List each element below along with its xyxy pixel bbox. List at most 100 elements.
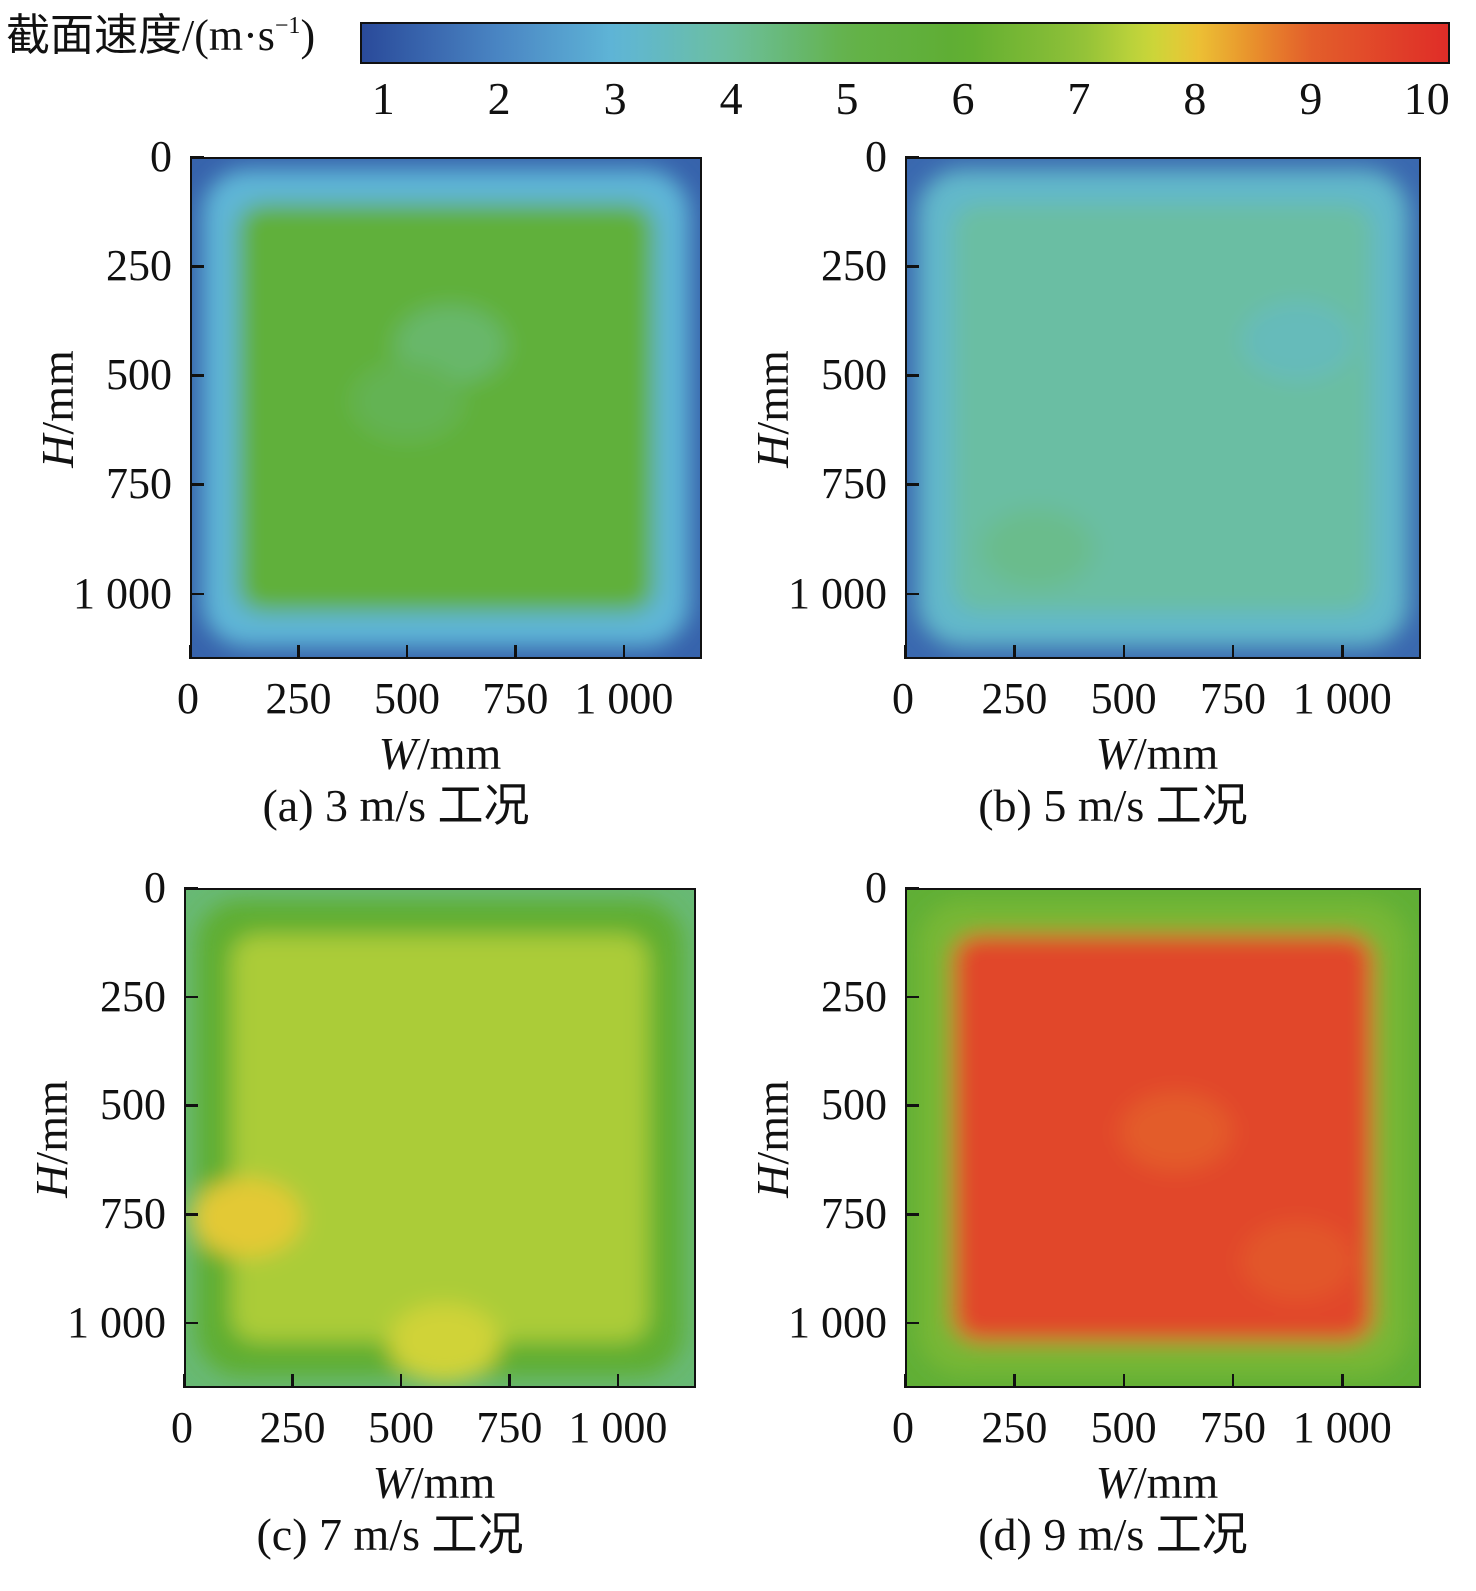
heatmap-svg	[192, 159, 700, 657]
heatmap-core-region	[953, 203, 1373, 613]
x-tick-mark	[1231, 645, 1235, 659]
heatmap-field	[917, 899, 1409, 1377]
x-tick-label: 1 000	[1292, 1403, 1392, 1452]
x-tick-mark	[189, 645, 192, 659]
y-tick-mark	[905, 1213, 919, 1216]
x-tick-label: 250	[265, 674, 332, 723]
colorbar-tick-label: 6	[951, 73, 975, 124]
y-axis-label: H/mm	[32, 350, 83, 468]
heatmap-field	[917, 168, 1409, 648]
y-tick-label: 750	[821, 1189, 887, 1239]
x-tick-label: 1 000	[568, 1403, 668, 1452]
y-tick-mark	[190, 483, 204, 486]
y-tick-mark	[905, 592, 919, 596]
x-tick-mark	[616, 1374, 620, 1388]
heatmap-blob	[190, 1178, 303, 1258]
y-tick-mark	[190, 265, 204, 268]
y-tick-label: 500	[106, 350, 172, 400]
x-tick-mark	[1122, 645, 1126, 659]
y-tick-mark	[184, 995, 198, 999]
y-tick-mark	[905, 887, 919, 890]
heatmap-svg	[907, 159, 1419, 657]
x-tick-mark	[291, 1374, 294, 1388]
y-tick-label: 500	[100, 1080, 166, 1130]
x-tick-mark	[297, 645, 300, 659]
y-axis-label: H/mm	[747, 1080, 798, 1198]
heatmap-blob	[1119, 1091, 1233, 1172]
x-tick-label: 500	[367, 1403, 434, 1452]
colorbar	[360, 22, 1450, 64]
heatmap-blob	[980, 508, 1094, 589]
x-tick-mark	[399, 1374, 403, 1388]
x-tick-label: 750	[1199, 674, 1266, 723]
y-tick-mark	[190, 592, 204, 596]
x-axis-label: W/mm	[1095, 1457, 1219, 1508]
y-tick-mark	[190, 374, 204, 377]
y-tick-label: 250	[100, 971, 166, 1021]
x-tick-mark	[1013, 645, 1016, 659]
heatmap-plot-area	[184, 888, 696, 1388]
x-tick-label: 500	[1090, 674, 1157, 723]
heatmap-core-region	[231, 934, 649, 1342]
y-tick-mark	[905, 1104, 919, 1107]
colorbar-tick-label: 1	[371, 73, 395, 124]
heatmap-blob	[388, 1303, 501, 1383]
y-tick-mark	[184, 1321, 198, 1325]
x-tick-mark	[1013, 1374, 1016, 1388]
y-tick-label: 250	[821, 241, 887, 291]
y-tick-mark	[184, 1213, 198, 1216]
y-tick-label: 0	[865, 863, 887, 912]
x-tick-label: 1 000	[1292, 674, 1392, 723]
heatmap-field	[190, 899, 684, 1383]
y-tick-label: 1 000	[67, 1297, 166, 1347]
x-tick-mark	[508, 1374, 511, 1388]
x-tick-mark	[1231, 1374, 1235, 1388]
x-tick-label: 750	[482, 674, 549, 723]
y-tick-mark	[905, 374, 919, 377]
colorbar-tick-label: 8	[1183, 73, 1207, 124]
y-axis-label: H/mm	[747, 350, 798, 468]
y-tick-mark	[905, 1321, 919, 1325]
y-tick-label: 250	[821, 971, 887, 1021]
panel-caption: (c) 7 m/s 工况	[256, 1509, 524, 1560]
panel-caption: (a) 3 m/s 工况	[262, 780, 530, 831]
y-tick-mark	[905, 265, 919, 268]
heatmap-plot-area	[905, 157, 1421, 659]
x-tick-mark	[1122, 1374, 1126, 1388]
x-tick-label: 1 000	[574, 674, 674, 723]
colorbar-title: 截面速度/(m·s−1)	[6, 11, 316, 60]
x-tick-mark	[904, 1374, 907, 1388]
heatmap-plot-area	[190, 157, 702, 659]
y-tick-label: 0	[865, 132, 887, 181]
colorbar-tick-label: 10	[1403, 73, 1450, 124]
y-tick-mark	[184, 1104, 198, 1107]
heatmap-svg	[907, 890, 1419, 1386]
x-axis-label: W/mm	[1095, 728, 1219, 779]
y-tick-mark	[184, 887, 198, 890]
x-tick-mark	[405, 645, 409, 659]
y-tick-label: 750	[100, 1189, 166, 1239]
x-tick-mark	[1341, 1374, 1344, 1388]
x-axis-label: W/mm	[378, 728, 502, 779]
colorbar-tick-label: 9	[1299, 73, 1323, 124]
y-tick-label: 250	[106, 241, 172, 291]
x-tick-label: 0	[177, 674, 199, 723]
x-tick-label: 250	[259, 1403, 326, 1452]
y-tick-mark	[905, 995, 919, 999]
y-tick-mark	[905, 483, 919, 486]
x-axis-label: W/mm	[372, 1457, 496, 1508]
y-tick-label: 500	[821, 350, 887, 400]
x-tick-mark	[514, 645, 517, 659]
heatmap-field	[202, 168, 690, 648]
x-tick-label: 750	[1199, 1403, 1266, 1452]
x-tick-label: 0	[892, 674, 914, 723]
heatmap-svg	[186, 890, 694, 1386]
x-tick-mark	[183, 1374, 186, 1388]
heatmap-blob	[1241, 1221, 1354, 1301]
x-tick-label: 250	[981, 674, 1048, 723]
heatmap-blob	[1241, 301, 1354, 381]
x-tick-label: 0	[171, 1403, 193, 1452]
x-tick-label: 750	[476, 1403, 543, 1452]
colorbar-tick-label: 3	[603, 73, 627, 124]
